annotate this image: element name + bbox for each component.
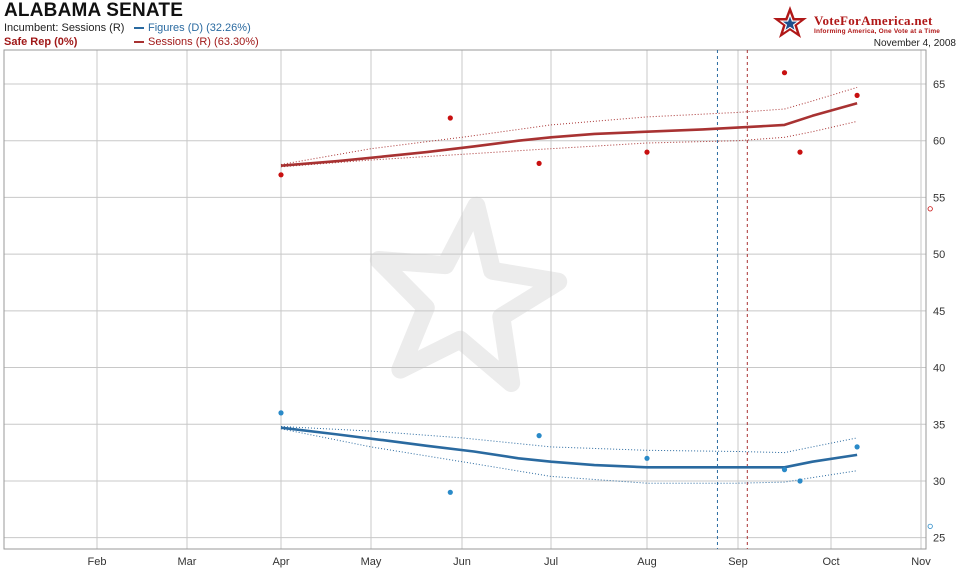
poll-point-rep bbox=[447, 115, 453, 121]
poll-point-rep bbox=[854, 92, 860, 98]
poll-point-dem bbox=[447, 489, 453, 495]
watermark-star bbox=[369, 196, 568, 392]
result-point-dem bbox=[927, 523, 933, 529]
grid-lines bbox=[3, 49, 927, 550]
x-tick-label: Jul bbox=[544, 556, 558, 568]
x-tick-label: Feb bbox=[88, 556, 107, 568]
race-rating: Safe Rep (0%) bbox=[4, 36, 78, 48]
y-tick-label: 55 bbox=[933, 192, 945, 204]
legend-swatch-sessions bbox=[134, 41, 144, 44]
event-lines bbox=[716, 50, 748, 549]
poll-point-dem bbox=[536, 433, 542, 439]
trend-lines bbox=[280, 102, 858, 469]
band-lower-rep bbox=[280, 120, 858, 168]
poll-points bbox=[278, 70, 933, 529]
y-tick-label: 65 bbox=[933, 79, 945, 91]
x-tick-label: Jun bbox=[453, 556, 471, 568]
poll-point-rep bbox=[797, 149, 803, 155]
legend-item-sessions: Sessions (R) (63.30%) bbox=[134, 36, 259, 48]
brand-tagline: Informing America, One Vote at a Time bbox=[814, 28, 941, 35]
legend-label-figures: Figures (D) bbox=[148, 22, 204, 34]
legend-swatch-figures bbox=[134, 27, 144, 30]
poll-point-rep bbox=[644, 149, 650, 155]
legend-share-sessions: 63.30% bbox=[217, 36, 256, 48]
x-tick-label: May bbox=[361, 556, 382, 568]
y-axis: 25 30 35 40 45 50 55 60 65 bbox=[933, 79, 945, 545]
y-tick-label: 45 bbox=[933, 306, 945, 318]
poll-point-dem bbox=[644, 455, 650, 461]
y-tick-label: 40 bbox=[933, 363, 945, 375]
result-point-rep bbox=[927, 206, 933, 212]
poll-point-dem bbox=[781, 467, 788, 473]
legend-label-sessions: Sessions (R) bbox=[148, 36, 211, 48]
band-upper-rep bbox=[280, 86, 858, 165]
plot-border bbox=[3, 49, 927, 550]
poll-point-rep bbox=[781, 70, 788, 76]
poll-point-dem bbox=[854, 444, 860, 450]
trend-line-dem bbox=[280, 426, 858, 469]
legend-item-figures: Figures (D) (32.26%) bbox=[134, 22, 251, 34]
poll-point-dem bbox=[797, 478, 803, 484]
brand-name: VoteForAmerica.net bbox=[814, 13, 933, 28]
x-tick-label: Oct bbox=[822, 556, 839, 568]
watermark-star-icon bbox=[369, 196, 568, 392]
brand-logo[interactable]: VoteForAmerica.net Informing America, On… bbox=[770, 5, 970, 41]
y-tick-label: 35 bbox=[933, 419, 945, 431]
x-tick-label: Apr bbox=[272, 556, 289, 568]
star-logo-icon bbox=[773, 6, 807, 38]
poll-point-dem bbox=[278, 410, 284, 416]
x-tick-label: Nov bbox=[911, 556, 931, 568]
x-axis: Feb Mar Apr May Jun Jul Aug Sep Oct Nov bbox=[88, 556, 932, 568]
legend-share-figures: 32.26% bbox=[209, 22, 248, 34]
y-tick-label: 25 bbox=[933, 533, 945, 545]
y-tick-label: 30 bbox=[933, 476, 945, 488]
x-tick-label: Sep bbox=[728, 556, 748, 568]
poll-point-rep bbox=[536, 160, 542, 166]
trend-line-rep bbox=[280, 102, 858, 167]
poll-point-rep bbox=[278, 172, 284, 178]
x-tick-label: Aug bbox=[637, 556, 657, 568]
band-upper-dem bbox=[280, 426, 858, 454]
x-tick-label: Mar bbox=[178, 556, 197, 568]
page-title: ALABAMA SENATE bbox=[4, 0, 184, 21]
incumbent-label: Incumbent: Sessions (R) bbox=[4, 22, 125, 34]
y-tick-label: 60 bbox=[933, 136, 945, 148]
y-tick-label: 50 bbox=[933, 249, 945, 261]
confidence-bands bbox=[280, 86, 858, 484]
date-label: November 4, 2008 bbox=[873, 38, 956, 49]
